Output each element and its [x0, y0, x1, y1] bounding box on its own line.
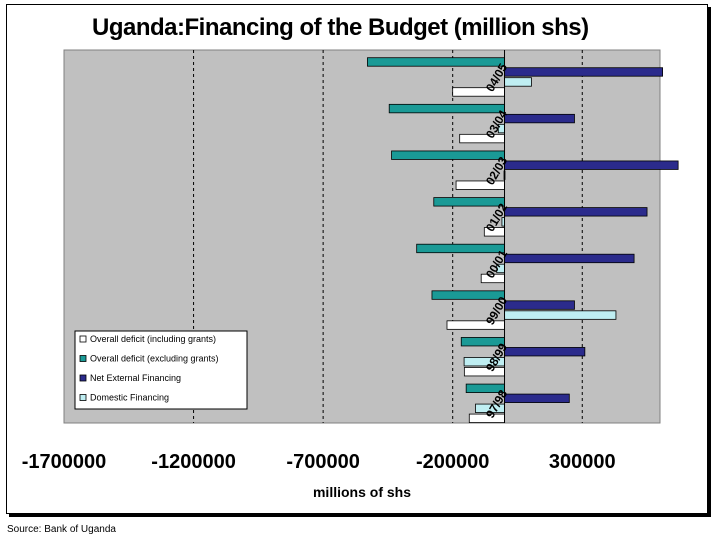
legend-label: Domestic Financing — [90, 393, 169, 403]
x-tick-label: -1200000 — [151, 451, 236, 473]
legend-swatch — [79, 374, 87, 382]
bar-overall-deficit-excluding-grants-02-03 — [391, 150, 505, 160]
legend-label: Overall deficit (including grants) — [90, 334, 216, 344]
bar-net-external-financing-00-01 — [504, 253, 635, 264]
bar-overall-deficit-excluding-grants-99-00 — [431, 290, 505, 300]
source-note: Source: Bank of Uganda — [7, 524, 116, 535]
bar-overall-deficit-excluding-grants-01-02 — [433, 197, 505, 207]
x-tick-label: -700000 — [286, 451, 359, 473]
chart-title: Uganda:Financing of the Budget (million … — [92, 14, 589, 41]
bar-net-external-financing-97-98 — [504, 393, 570, 403]
legend — [74, 330, 248, 410]
legend-swatch — [79, 335, 87, 343]
bar-net-external-financing-99-00 — [504, 300, 575, 310]
bar-net-external-financing-02-03 — [504, 160, 679, 170]
bar-net-external-financing-03-04 — [504, 113, 575, 124]
bar-net-external-financing-98-99 — [504, 347, 586, 357]
bar-domestic-financing-04-05 — [504, 77, 532, 87]
bar-net-external-financing-04-05 — [504, 67, 663, 77]
x-tick-label: 300000 — [549, 451, 616, 473]
x-axis-label: millions of shs — [313, 484, 411, 500]
legend-swatch — [79, 355, 87, 362]
legend-label: Overall deficit (excluding grants) — [90, 354, 219, 364]
bar-overall-deficit-excluding-grants-04-05 — [367, 57, 505, 67]
bar-net-external-financing-01-02 — [504, 207, 648, 217]
bar-domestic-financing-99-00 — [504, 310, 617, 320]
legend-label: Net External Financing — [90, 373, 181, 383]
bar-overall-deficit-excluding-grants-00-01 — [416, 243, 505, 254]
bar-overall-deficit-excluding-grants-03-04 — [388, 103, 505, 114]
x-tick-label: -200000 — [416, 451, 489, 473]
x-tick-label: -1700000 — [22, 451, 107, 473]
legend-swatch — [79, 394, 87, 401]
